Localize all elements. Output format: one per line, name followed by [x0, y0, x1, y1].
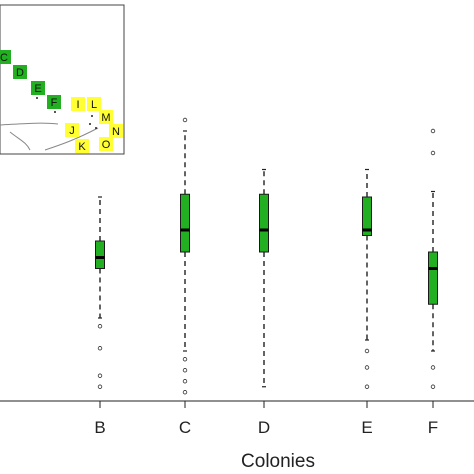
box-body-F: [428, 251, 438, 305]
coastline-line-3: [44, 127, 99, 151]
outlier-B-0: [97, 324, 103, 329]
inset-site-label-K: K: [78, 141, 86, 153]
inset-site-label-J: J: [69, 125, 75, 137]
inset-site-label-E: E: [34, 83, 41, 95]
inset-site-C: C: [0, 50, 11, 64]
inset-dot-1: [54, 111, 56, 113]
inset-dot-2: [91, 115, 93, 117]
inset-dot-4: [95, 127, 97, 129]
outlier-B-2: [97, 373, 103, 378]
outlier-F-4: [430, 128, 436, 134]
inset-site-marker-N: [109, 124, 123, 138]
x-axis-ticks: B C D E F: [94, 401, 438, 437]
outlier-E-0: [364, 348, 370, 354]
inset-site-D: D: [13, 65, 27, 79]
inset-site-E: E: [31, 81, 45, 95]
box-F: [428, 128, 438, 389]
inset-site-label-F: F: [51, 97, 58, 109]
box-body-E: [362, 196, 372, 236]
inset-site-O: O: [99, 137, 113, 151]
box-body-D: [259, 193, 269, 253]
coastline-line-2: [9, 131, 31, 151]
inset-site-N: N: [109, 124, 123, 138]
box-E: [362, 168, 372, 389]
outlier-F-0: [430, 365, 436, 370]
box-B: [95, 196, 105, 389]
inset-site-K: K: [75, 139, 89, 153]
box-body-B: [95, 240, 105, 269]
plot-area: B C D E F Colonies: [0, 117, 474, 472]
inset-connectors: [36, 97, 97, 129]
outlier-E-2: [364, 384, 370, 389]
inset-dot-3: [89, 123, 91, 125]
outlier-C-6: [182, 117, 188, 123]
inset-site-L: L: [87, 97, 101, 111]
outlier-F-3: [430, 150, 436, 156]
inset-site-label-C: C: [0, 52, 8, 64]
inset-site-marker-D: [13, 65, 27, 79]
box-C: [180, 117, 190, 395]
outlier-E-1: [364, 365, 370, 370]
outlier-C-2: [182, 379, 188, 384]
inset-site-label-D: D: [16, 67, 24, 79]
inset-site-label-M: M: [101, 112, 110, 124]
inset-site-label-L: L: [91, 99, 97, 111]
inset-site-label-I: I: [76, 99, 79, 111]
inset-site-label-N: N: [112, 126, 120, 138]
outlier-B-1: [97, 346, 103, 351]
x-tick-label-B: B: [94, 418, 105, 437]
x-tick-label-E: E: [361, 418, 372, 437]
inset-site-marker-F: [47, 95, 61, 109]
outlier-C-0: [182, 357, 188, 362]
boxes: [95, 117, 438, 395]
inset-site-M: M: [99, 110, 113, 124]
outlier-C-1: [182, 368, 188, 373]
inset-site-F: F: [47, 95, 61, 109]
box-body-C: [180, 193, 190, 253]
x-tick-label-C: C: [179, 418, 191, 437]
inset-site-marker-K: [75, 139, 89, 153]
inset-map-frame: [0, 4, 125, 155]
inset-site-marker-L: [87, 97, 101, 111]
inset-site-label-O: O: [102, 139, 111, 151]
box-D: [259, 168, 269, 388]
outlier-F-1: [430, 384, 436, 389]
inset-site-J: J: [65, 123, 79, 137]
outlier-C-3: [182, 390, 188, 395]
inset-dot-0: [36, 97, 38, 99]
x-tick-label-D: D: [258, 418, 270, 437]
inset-site-marker-C: [0, 50, 11, 64]
inset-site-marker-J: [65, 123, 79, 137]
inset-site-marker-E: [31, 81, 45, 95]
inset-site-I: I: [71, 97, 85, 111]
inset-site-marker-I: [71, 97, 85, 111]
x-tick-label-F: F: [428, 418, 438, 437]
coastline-line: [0, 122, 59, 126]
inset-site-marker-O: [99, 137, 113, 151]
inset-site-marker-M: [99, 110, 113, 124]
x-axis-title: Colonies: [241, 451, 315, 472]
outlier-B-3: [97, 384, 103, 389]
